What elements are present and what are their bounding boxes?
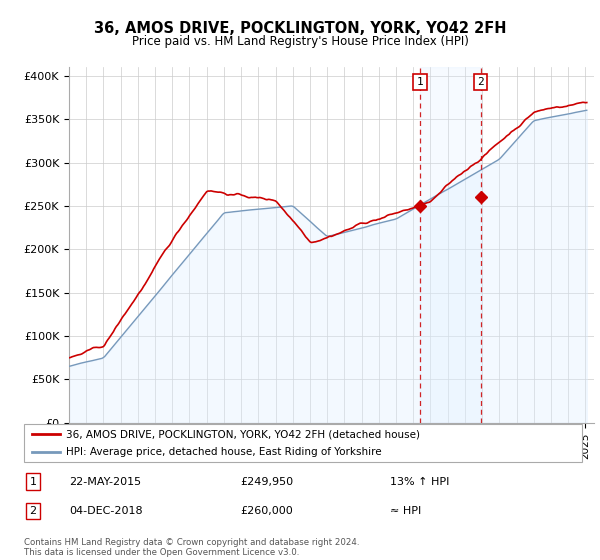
Text: 13% ↑ HPI: 13% ↑ HPI <box>390 477 449 487</box>
Text: 22-MAY-2015: 22-MAY-2015 <box>69 477 141 487</box>
Text: HPI: Average price, detached house, East Riding of Yorkshire: HPI: Average price, detached house, East… <box>66 447 382 458</box>
Text: £249,950: £249,950 <box>240 477 293 487</box>
Text: Contains HM Land Registry data © Crown copyright and database right 2024.
This d: Contains HM Land Registry data © Crown c… <box>24 538 359 557</box>
Text: 2: 2 <box>478 77 484 87</box>
Bar <box>420 67 481 423</box>
FancyBboxPatch shape <box>24 424 582 462</box>
Text: 2: 2 <box>29 506 37 516</box>
Text: ≈ HPI: ≈ HPI <box>390 506 421 516</box>
Text: 1: 1 <box>29 477 37 487</box>
Text: 36, AMOS DRIVE, POCKLINGTON, YORK, YO42 2FH (detached house): 36, AMOS DRIVE, POCKLINGTON, YORK, YO42 … <box>66 429 420 439</box>
Text: 36, AMOS DRIVE, POCKLINGTON, YORK, YO42 2FH: 36, AMOS DRIVE, POCKLINGTON, YORK, YO42 … <box>94 21 506 36</box>
Text: £260,000: £260,000 <box>240 506 293 516</box>
Text: 04-DEC-2018: 04-DEC-2018 <box>69 506 143 516</box>
Text: 1: 1 <box>416 77 424 87</box>
Text: Price paid vs. HM Land Registry's House Price Index (HPI): Price paid vs. HM Land Registry's House … <box>131 35 469 48</box>
